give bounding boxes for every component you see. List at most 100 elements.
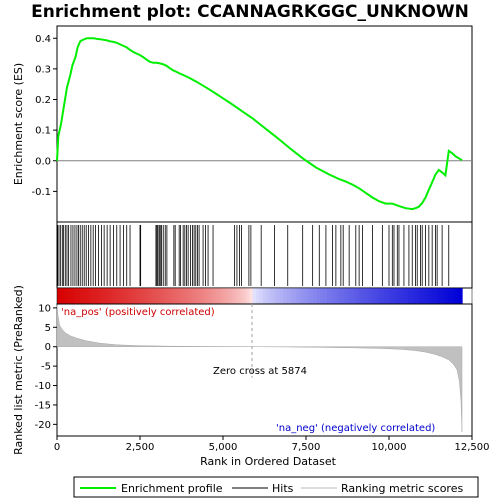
color-bar-segment — [94, 288, 99, 304]
color-bar-segment — [266, 288, 271, 304]
color-bar-segment — [131, 288, 136, 304]
es-tick-label: 0.3 — [35, 64, 51, 75]
color-bar-segment — [77, 288, 82, 304]
color-bar-segment — [198, 288, 203, 304]
color-bar-segment — [360, 288, 365, 304]
x-tick-label: 7,500 — [292, 442, 321, 453]
x-axis: 0 2,500 5,000 7,500 10,000 12,500 — [54, 436, 490, 453]
color-bar-segment — [225, 288, 230, 304]
neg-correlated-label: 'na_neg' (negatively correlated) — [276, 423, 435, 434]
color-bar-segment — [202, 288, 207, 304]
color-bar-segment — [134, 288, 139, 304]
color-bar-segment — [138, 288, 142, 304]
color-bar-segment — [273, 288, 277, 304]
x-tick-label: 12,500 — [455, 442, 490, 453]
color-bar-segment — [235, 288, 240, 304]
metric-tick-label: 5 — [45, 323, 51, 334]
color-bar-segment — [121, 288, 126, 304]
color-bar-segment — [148, 288, 153, 304]
color-bar-segment — [445, 288, 450, 304]
color-bar-segment — [296, 288, 301, 304]
color-bar-segment — [229, 288, 234, 304]
color-bar-segment — [404, 288, 409, 304]
color-bar-segment — [124, 288, 129, 304]
color-bar-segment — [357, 288, 362, 304]
metric-tick-label: 10 — [38, 303, 51, 314]
metric-axis: 10 5 0 -5 -10 -15 -20 — [35, 303, 57, 431]
x-axis-title: Rank in Ordered Dataset — [200, 455, 337, 468]
metric-tick-label: -10 — [35, 381, 51, 392]
metric-tick-label: -20 — [35, 420, 51, 431]
x-tick-label: 5,000 — [209, 442, 238, 453]
color-bar-segment — [158, 288, 163, 304]
color-bar-segment — [192, 288, 196, 304]
es-tick-label: 0.2 — [35, 95, 51, 106]
color-bar-segment — [242, 288, 247, 304]
color-bar-segment — [300, 288, 304, 304]
color-bar-segment — [370, 288, 375, 304]
color-bar-segment — [215, 288, 220, 304]
hits-marks — [57, 225, 450, 286]
enrichment-profile-line — [56, 37, 463, 211]
color-bar-segment — [377, 288, 382, 304]
color-bar-segment — [60, 288, 65, 304]
color-bar-segment — [256, 288, 261, 304]
color-bar-segment — [337, 288, 342, 304]
color-bar-segment — [117, 288, 122, 304]
color-bar-segment — [141, 288, 146, 304]
color-bar-segment — [411, 288, 416, 304]
color-bar-segment — [87, 288, 92, 304]
color-bar-segment — [222, 288, 227, 304]
color-bar-segment — [303, 288, 308, 304]
color-bar-segment — [171, 288, 176, 304]
color-bar-segment — [195, 288, 200, 304]
color-bar-segment — [391, 288, 396, 304]
es-tick-label: 0.4 — [35, 34, 51, 45]
legend-enrichment-label: Enrichment profile — [121, 482, 223, 495]
color-bar-segment — [97, 288, 102, 304]
color-bar-segment — [401, 288, 406, 304]
color-bar-segment — [374, 288, 379, 304]
color-bar-segment — [63, 288, 68, 304]
color-bar-segment — [286, 288, 291, 304]
color-bar-segment — [431, 288, 436, 304]
color-bar-segment — [323, 288, 328, 304]
color-bar-segment — [310, 288, 315, 304]
color-bar-segment — [205, 288, 210, 304]
x-tick-label: 0 — [54, 442, 60, 453]
color-bar-segment — [219, 288, 223, 304]
color-bar-segment — [262, 288, 267, 304]
color-bar-segment — [347, 288, 352, 304]
metric-panel — [56, 303, 473, 437]
color-bar-segment — [185, 288, 190, 304]
color-bar-segment — [414, 288, 419, 304]
color-bar-segment — [104, 288, 109, 304]
color-bar-segment — [340, 288, 345, 304]
color-bar-segment — [175, 288, 180, 304]
metric-tick-label: 0 — [45, 342, 51, 353]
color-bar-segment — [330, 288, 335, 304]
color-bar-segment — [70, 288, 75, 304]
color-bar-segment — [57, 288, 61, 304]
es-tick-label: -0.1 — [31, 187, 51, 198]
color-bar-segment — [367, 288, 372, 304]
color-bar-segment — [100, 288, 105, 304]
color-bar-segment — [448, 288, 453, 304]
color-bar-segment — [246, 288, 250, 304]
color-bar-segment — [313, 288, 318, 304]
color-bar-segment — [80, 288, 85, 304]
chart-title: Enrichment plot: CCANNAGRKGGC_UNKNOWN — [31, 2, 469, 22]
x-tick-label: 10,000 — [372, 442, 407, 453]
color-bar-segment — [306, 288, 311, 304]
color-bar-segment — [127, 288, 132, 304]
ranking-metric-area — [56, 304, 463, 433]
color-bar-segment — [316, 288, 321, 304]
es-tick-label: 0.0 — [35, 156, 51, 167]
color-bar-segment — [90, 288, 95, 304]
color-bar-segment — [188, 288, 193, 304]
color-bar-segment — [283, 288, 288, 304]
legend-hits-label: Hits — [272, 482, 294, 495]
es-tick-label: 0.1 — [35, 126, 51, 137]
color-bar-segment — [151, 288, 156, 304]
